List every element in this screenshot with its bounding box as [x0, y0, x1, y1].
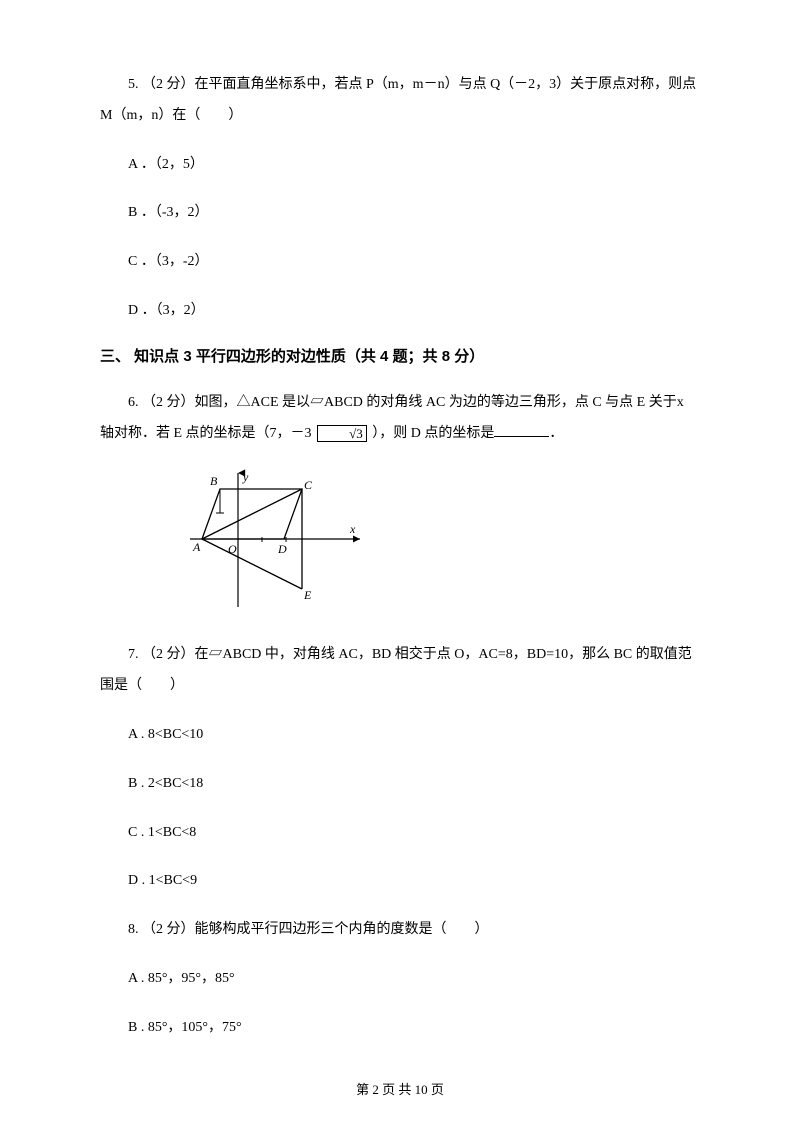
q7-option-d: D . 1<BC<9 — [100, 866, 700, 897]
svg-text:C: C — [304, 478, 313, 492]
question-7-text: 7. （2 分）在▱ABCD 中，对角线 AC，BD 相交于点 O，AC=8，B… — [100, 640, 700, 702]
svg-text:O: O — [228, 542, 237, 556]
q5-option-a: A ．（2，5） — [100, 150, 700, 181]
answer-blank — [494, 423, 549, 437]
svg-text:y: y — [242, 470, 249, 484]
svg-text:B: B — [210, 474, 218, 488]
q6-text-c: ． — [549, 426, 563, 441]
question-6-text: 6. （2 分）如图，△ACE 是以▱ABCD 的对角线 AC 为边的等边三角形… — [100, 388, 700, 450]
q8-option-a: A . 85°，95°，85° — [100, 964, 700, 995]
q6-text-b: ），则 D 点的坐标是 — [372, 426, 494, 441]
q7-option-a: A . 8<BC<10 — [100, 720, 700, 751]
geometry-figure: y x A B C D E O — [190, 467, 700, 622]
svg-text:E: E — [303, 588, 312, 602]
sqrt-value: √3 — [349, 426, 363, 441]
q7-option-c: C . 1<BC<8 — [100, 818, 700, 849]
sqrt-box-icon: √3 — [317, 425, 367, 443]
question-5-text: 5. （2 分）在平面直角坐标系中，若点 P（m，m－n）与点 Q（－2，3）关… — [100, 70, 700, 132]
page-footer: 第 2 页 共 10 页 — [0, 1079, 800, 1098]
svg-text:D: D — [277, 542, 287, 556]
section-3-heading: 三、 知识点 3 平行四边形的对边性质（共 4 题；共 8 分） — [100, 345, 700, 366]
question-8-text: 8. （2 分）能够构成平行四边形三个内角的度数是（ ） — [100, 915, 700, 946]
svg-text:x: x — [349, 522, 356, 536]
q8-option-b: B . 85°，105°，75° — [100, 1013, 700, 1044]
q5-option-d: D ．（3，2） — [100, 296, 700, 327]
q5-option-c: C ．（3，-2） — [100, 247, 700, 278]
q7-option-b: B . 2<BC<18 — [100, 769, 700, 800]
svg-text:A: A — [192, 540, 201, 554]
q5-option-b: B ．（-3，2） — [100, 198, 700, 229]
